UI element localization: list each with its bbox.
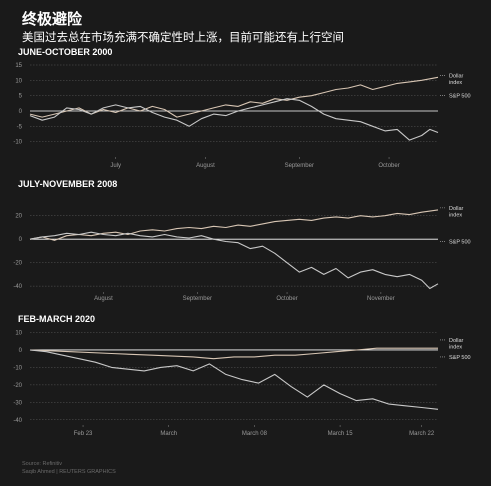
- x-tick-label: August: [196, 163, 215, 169]
- page-subtitle: 美国过去总在市场充满不确定性时上涨，目前可能还有上行空间: [22, 30, 344, 44]
- x-tick-label: November: [367, 296, 395, 302]
- y-tick-label: -20: [13, 261, 22, 267]
- chart-title: JULY-NOVEMBER 2008: [18, 179, 117, 189]
- y-tick-label: 10: [15, 78, 22, 84]
- x-tick-label: March 08: [242, 431, 268, 437]
- legend-dollar-index: Dollar: [449, 338, 464, 344]
- y-tick-label: -20: [13, 383, 22, 389]
- y-tick-label: 20: [15, 214, 22, 220]
- y-tick-label: 0: [19, 348, 23, 354]
- x-tick-label: October: [378, 163, 399, 169]
- x-tick-label: March: [160, 431, 177, 437]
- chart-panel-2000: JUNE-OCTOBER 2000 15 10 5 0 -5 -10 July August Se…: [13, 47, 471, 169]
- y-tick-label: 10: [15, 331, 22, 337]
- legend-dollar-index: index: [449, 80, 462, 86]
- y-tick-label: -30: [13, 400, 22, 406]
- y-tick-label: 15: [15, 63, 22, 69]
- x-tick-label: September: [183, 296, 212, 302]
- sp500-line: [29, 231, 439, 290]
- page-title: 终极避险: [22, 10, 83, 28]
- y-tick-label: -40: [13, 284, 22, 290]
- sp500-line: [29, 349, 439, 410]
- dollar-index-line: [29, 209, 439, 241]
- chart-panel-2020: FEB-MARCH 2020 10 0 -10 -20 -30 -40 Feb 23 March…: [13, 314, 471, 437]
- x-tick-label: September: [285, 163, 314, 169]
- dollar-index-line: [29, 347, 438, 360]
- legend-dollar-index: Dollar: [449, 206, 464, 212]
- footer-credit: Saqib Ahmed | REUTERS GRAPHICS: [22, 469, 116, 475]
- legend-sp500: S&P 500: [449, 94, 471, 100]
- x-tick-label: Feb 23: [74, 431, 93, 437]
- x-tick-label: March 15: [328, 431, 354, 437]
- chart-title: FEB-MARCH 2020: [18, 314, 95, 324]
- x-tick-label: July: [110, 163, 121, 169]
- x-tick-label: August: [94, 296, 113, 302]
- y-tick-label: 5: [19, 94, 23, 100]
- legend-dollar-index: index: [449, 212, 462, 218]
- chart-panel-2008: JULY-NOVEMBER 2008 20 0 -20 -40 August Septemb…: [13, 179, 471, 302]
- y-tick-label: -40: [13, 418, 22, 424]
- y-tick-label: 0: [19, 109, 23, 115]
- dollar-index-line: [29, 76, 439, 118]
- legend-dollar-index: index: [449, 344, 462, 350]
- y-tick-label: -10: [13, 140, 22, 146]
- y-tick-label: -10: [13, 365, 22, 371]
- chart-title: JUNE-OCTOBER 2000: [18, 47, 112, 57]
- legend-dollar-index: Dollar: [449, 73, 464, 79]
- y-tick-label: 0: [19, 237, 23, 243]
- legend-sp500: S&P 500: [449, 355, 471, 361]
- x-tick-label: October: [276, 296, 297, 302]
- x-tick-label: March 22: [409, 431, 435, 437]
- footer-source: Source: Refinitiv: [22, 461, 63, 467]
- sp500-line: [29, 98, 439, 141]
- legend-sp500: S&P 500: [449, 240, 471, 246]
- y-tick-label: -5: [17, 124, 23, 130]
